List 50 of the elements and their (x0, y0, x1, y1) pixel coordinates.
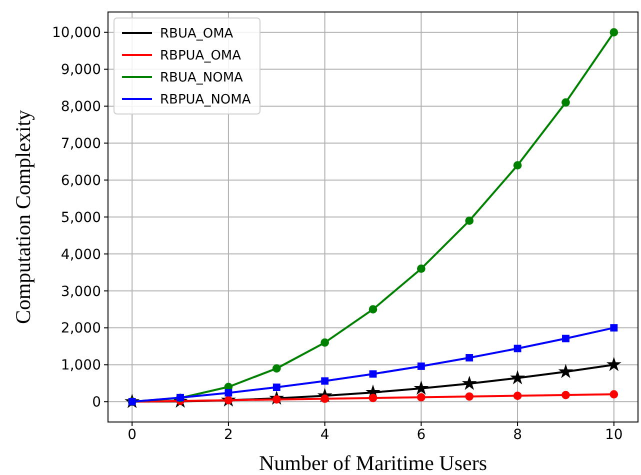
legend-label: RBPUA_NOMA (160, 92, 251, 108)
point (368, 394, 378, 402)
x-tick-label: 8 (513, 427, 522, 443)
point (562, 98, 570, 107)
point (610, 324, 618, 332)
y-tick-label: 2,000 (60, 320, 101, 337)
point (417, 393, 426, 402)
y-tick-label: 8,000 (60, 99, 101, 116)
point (368, 305, 378, 314)
point (606, 356, 622, 372)
point (321, 377, 329, 385)
y-tick-label: 6,000 (60, 172, 101, 189)
point (417, 362, 425, 370)
y-tick-label: 9,000 (60, 62, 101, 78)
y-tick-label: 4,000 (60, 246, 101, 263)
point (562, 390, 570, 400)
x-axis-title: Number of Maritime Users (258, 451, 488, 475)
legend-label: RBPUA_OMA (160, 48, 242, 64)
point (514, 344, 522, 352)
point (562, 334, 570, 342)
point (320, 338, 329, 347)
y-tick-label: 10,000 (52, 25, 101, 42)
point (414, 380, 429, 395)
point (466, 354, 474, 362)
legend-label: RBUA_OMA (160, 26, 234, 42)
x-tick-label: 4 (320, 427, 330, 443)
y-tick-label: 0 (92, 394, 101, 411)
legend-label: RBUA_NOMA (160, 70, 244, 86)
point (272, 384, 280, 391)
point (272, 364, 281, 373)
point (610, 28, 618, 36)
point (417, 264, 426, 273)
y-tick-label: 3,000 (60, 284, 101, 300)
x-tick-label: 10 (604, 427, 623, 443)
point (510, 370, 526, 384)
y-tick-label: 7,000 (60, 136, 101, 152)
point (513, 161, 522, 170)
point (465, 392, 474, 401)
y-tick-label: 1,000 (60, 358, 101, 374)
x-tick-label: 0 (128, 427, 137, 443)
point (465, 216, 474, 225)
y-axis-title: Computation Complexity (11, 109, 35, 324)
point (224, 389, 232, 397)
point (513, 392, 522, 400)
point (558, 364, 574, 378)
point (610, 390, 618, 398)
y-tick-label: 5,000 (60, 210, 101, 226)
point (462, 376, 477, 390)
x-tick-label: 6 (416, 427, 426, 443)
x-tick-label: 2 (224, 427, 233, 443)
